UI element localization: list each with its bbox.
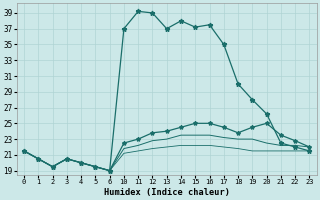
X-axis label: Humidex (Indice chaleur): Humidex (Indice chaleur): [104, 188, 230, 197]
